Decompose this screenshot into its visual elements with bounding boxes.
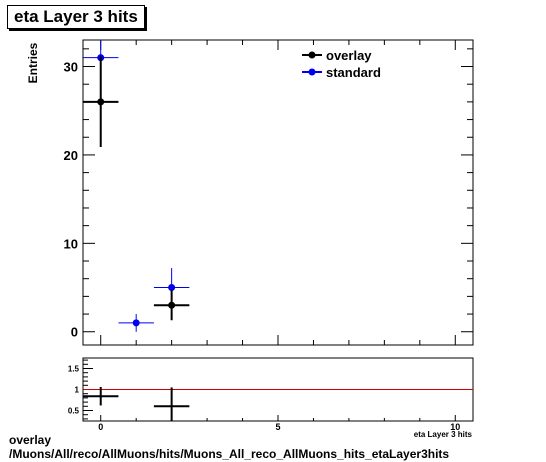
ratio-y-tick-label: 1.5 bbox=[68, 365, 80, 374]
main-y-tick-label: 0 bbox=[71, 325, 78, 340]
footer-line-2: /Muons/All/reco/AllMuons/hits/Muons_All_… bbox=[9, 447, 450, 461]
main-standard-marker bbox=[168, 284, 176, 292]
ratio-x-tick-label: 0 bbox=[98, 422, 103, 432]
ratio-y-tick-label: 1 bbox=[75, 386, 80, 395]
footer-line-1: overlay bbox=[9, 433, 52, 447]
legend-overlay-marker bbox=[308, 51, 316, 59]
main-standard-marker bbox=[132, 319, 140, 327]
main-y-tick-label: 10 bbox=[64, 236, 78, 251]
histogram-path-caption: overlay /Muons/All/reco/AllMuons/hits/Mu… bbox=[9, 433, 449, 461]
ratio-x-tick-label: 10 bbox=[450, 422, 460, 432]
ratio-y-tick-label: 0.5 bbox=[68, 407, 80, 416]
legend-standard-label: standard bbox=[326, 65, 381, 80]
plot-title: eta Layer 3 hits bbox=[7, 5, 145, 29]
x-axis-label: eta Layer 3 hits bbox=[414, 430, 473, 439]
main-plot-frame bbox=[82, 39, 474, 346]
main-y-tick-label: 20 bbox=[64, 148, 78, 163]
main-overlay-marker bbox=[168, 301, 176, 309]
main-overlay-marker bbox=[97, 98, 105, 106]
ratio-x-tick-label: 5 bbox=[275, 422, 280, 432]
legend-standard-marker bbox=[308, 68, 316, 76]
y-axis-label: Entries bbox=[26, 42, 40, 83]
legend-overlay-label: overlay bbox=[326, 48, 372, 63]
main-y-tick-label: 30 bbox=[64, 60, 78, 75]
